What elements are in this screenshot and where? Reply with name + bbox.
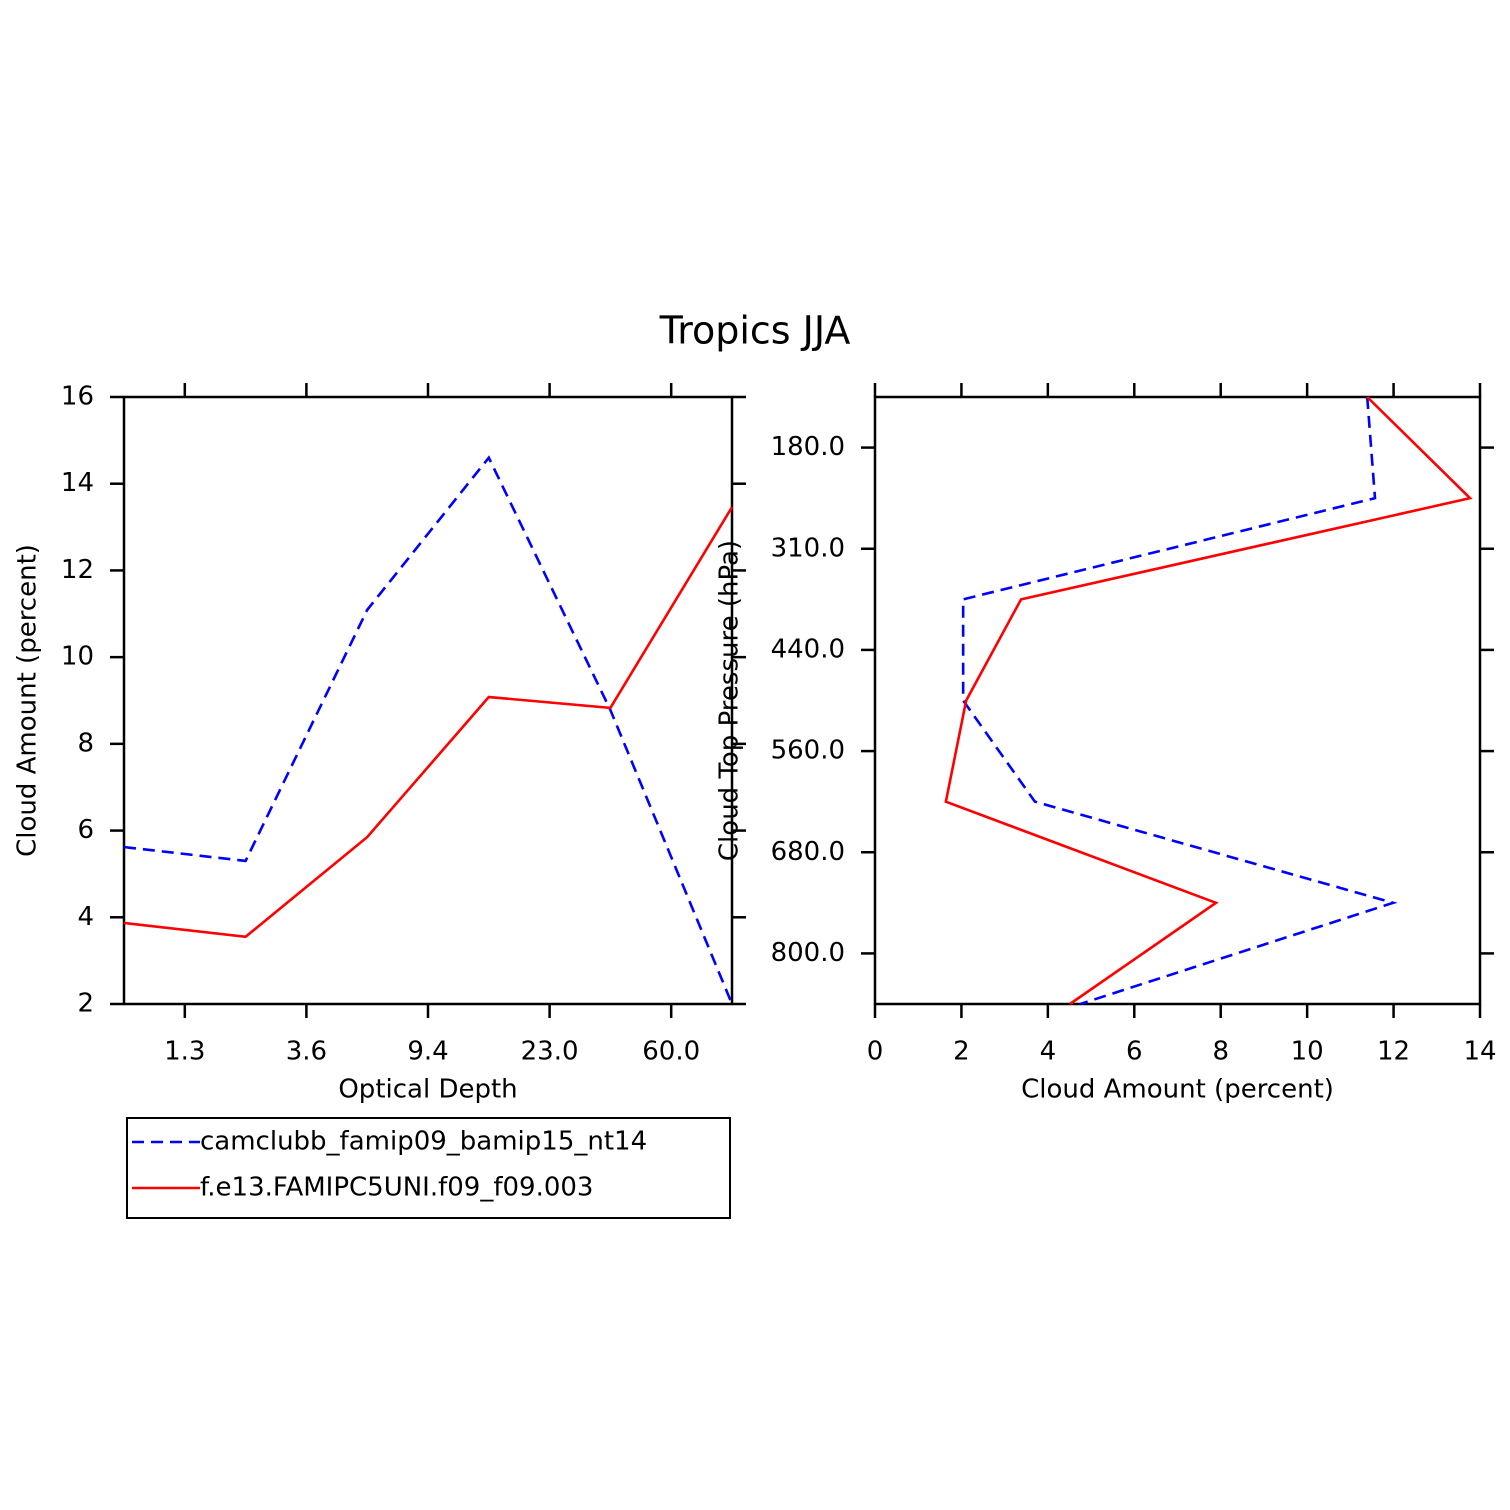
x-tick-label: 4 [1040, 1037, 1057, 1067]
y-tick-label: 16 [61, 382, 94, 412]
series-line [123, 455, 734, 1005]
x-tick-label: 0 [867, 1037, 884, 1067]
x-tick-label: 6 [1126, 1037, 1143, 1067]
x-tick-label: 2 [953, 1037, 970, 1067]
y-tick-label: 180.0 [771, 432, 845, 462]
x-tick-label: 1.3 [164, 1037, 205, 1067]
series-line [961, 396, 1398, 1006]
x-tick-label: 60.0 [642, 1037, 700, 1067]
y-tick-label: 440.0 [771, 634, 845, 664]
y-tick-label: 14 [61, 468, 94, 498]
series-line [123, 506, 734, 939]
y-axis-label: Cloud Amount (percent) [13, 544, 43, 857]
y-tick-label: 310.0 [771, 533, 845, 563]
y-tick-label: 6 [77, 815, 94, 845]
y-tick-label: 4 [77, 902, 94, 932]
y-tick-label: 560.0 [771, 736, 845, 766]
y-tick-label: 2 [77, 989, 94, 1019]
legend-label: camclubb_famip09_bamip15_nt14 [200, 1127, 647, 1157]
x-tick-label: 8 [1212, 1037, 1229, 1067]
x-tick-label: 3.6 [286, 1037, 327, 1067]
x-tick-label: 14 [1463, 1037, 1496, 1067]
x-tick-label: 12 [1377, 1037, 1410, 1067]
x-tick-label: 9.4 [407, 1037, 448, 1067]
x-tick-label: 10 [1291, 1037, 1324, 1067]
y-tick-label: 12 [61, 555, 94, 585]
x-tick-label: 23.0 [521, 1037, 579, 1067]
y-tick-label: 8 [77, 728, 94, 758]
plot-frame [873, 395, 1482, 1006]
legend-box [126, 1117, 731, 1219]
y-tick-label: 680.0 [771, 837, 845, 867]
y-tick-label: 800.0 [771, 938, 845, 968]
x-axis-label: Optical Depth [338, 1075, 517, 1105]
legend-label: f.e13.FAMIPC5UNI.f09_f09.003 [200, 1173, 593, 1203]
y-tick-label: 10 [61, 642, 94, 672]
y-axis-label: Cloud Top Pressure (hPa) [715, 540, 745, 861]
x-axis-label: Cloud Amount (percent) [1021, 1075, 1334, 1105]
figure-title: Tropics JJA [659, 309, 851, 353]
series-line [944, 396, 1473, 1006]
